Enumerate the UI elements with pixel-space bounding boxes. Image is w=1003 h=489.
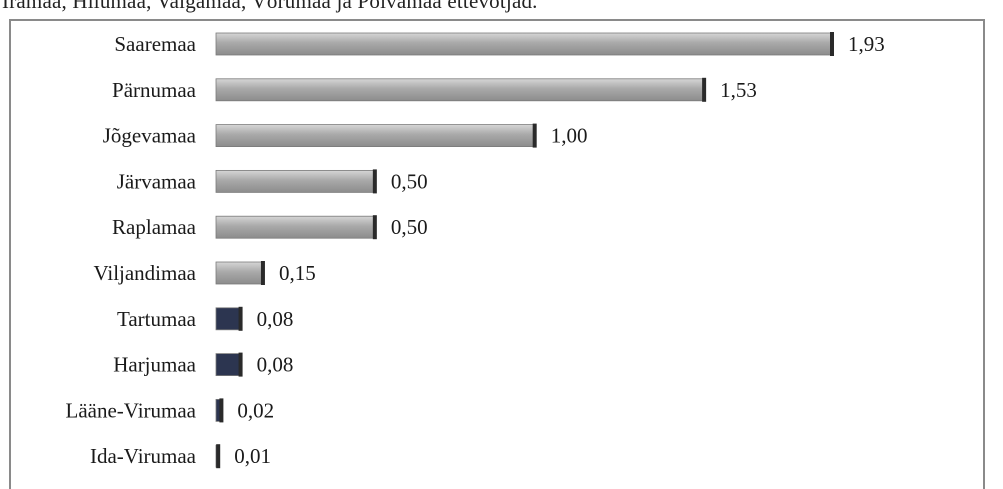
bar-end-viljandimaa xyxy=(260,261,265,285)
category-label-jarvamaa: Järvamaa xyxy=(117,169,197,193)
bar-end-jogevamaa xyxy=(532,123,537,148)
category-label-ida-virumaa: Ida-Virumaa xyxy=(90,444,197,468)
category-label-jogevamaa: Jõgevamaa xyxy=(103,124,197,148)
value-label-saaremaa: 1,93 xyxy=(848,32,885,56)
value-label-ida-virumaa: 0,01 xyxy=(234,444,271,468)
bar-tartumaa xyxy=(215,307,242,331)
bar-end-raplamaa xyxy=(372,215,377,240)
value-label-laane-virumaa: 0,02 xyxy=(237,398,274,422)
bar-end-ida-virumaa xyxy=(216,444,221,469)
bar-end-harjumaa xyxy=(238,352,243,377)
bar-parnumaa xyxy=(215,78,706,102)
bar-end-saaremaa xyxy=(830,32,834,56)
bar-viljandimaa xyxy=(215,261,265,285)
category-label-viljandimaa: Viljandimaa xyxy=(93,261,196,285)
bar-end-jarvamaa xyxy=(372,169,377,194)
bar-harjumaa xyxy=(215,353,242,377)
chart-caption: Iramaa, Hiiumaa, Valgamaa, Võrumaa ja Põ… xyxy=(2,0,538,13)
value-label-jarvamaa: 0,50 xyxy=(391,169,428,193)
chart-frame xyxy=(9,19,985,489)
value-label-harjumaa: 0,08 xyxy=(257,353,294,377)
category-label-tartumaa: Tartumaa xyxy=(117,307,197,331)
bar-saaremaa xyxy=(215,32,834,56)
category-label-laane-virumaa: Lääne-Virumaa xyxy=(66,398,197,422)
bar-raplamaa xyxy=(215,215,377,239)
bar-end-tartumaa xyxy=(238,306,243,331)
category-label-parnumaa: Pärnumaa xyxy=(112,78,197,102)
value-label-viljandimaa: 0,15 xyxy=(279,261,316,285)
bar-jarvamaa xyxy=(215,169,377,193)
category-label-raplamaa: Raplamaa xyxy=(112,215,197,239)
bar-chart: Saaremaa 1,93 Pärnumaa 1,53 Jõgevamaa 1,00 Jär… xyxy=(66,32,885,469)
value-label-raplamaa: 0,50 xyxy=(391,215,428,239)
value-label-tartumaa: 0,08 xyxy=(257,307,294,331)
bar-end-laane-virumaa xyxy=(219,398,224,423)
category-label-saaremaa: Saaremaa xyxy=(114,32,196,56)
bar-end-parnumaa xyxy=(702,77,707,102)
value-label-parnumaa: 1,53 xyxy=(720,78,757,102)
bar-jogevamaa xyxy=(215,124,537,147)
value-label-jogevamaa: 1,00 xyxy=(551,124,588,148)
category-label-harjumaa: Harjumaa xyxy=(113,353,196,377)
